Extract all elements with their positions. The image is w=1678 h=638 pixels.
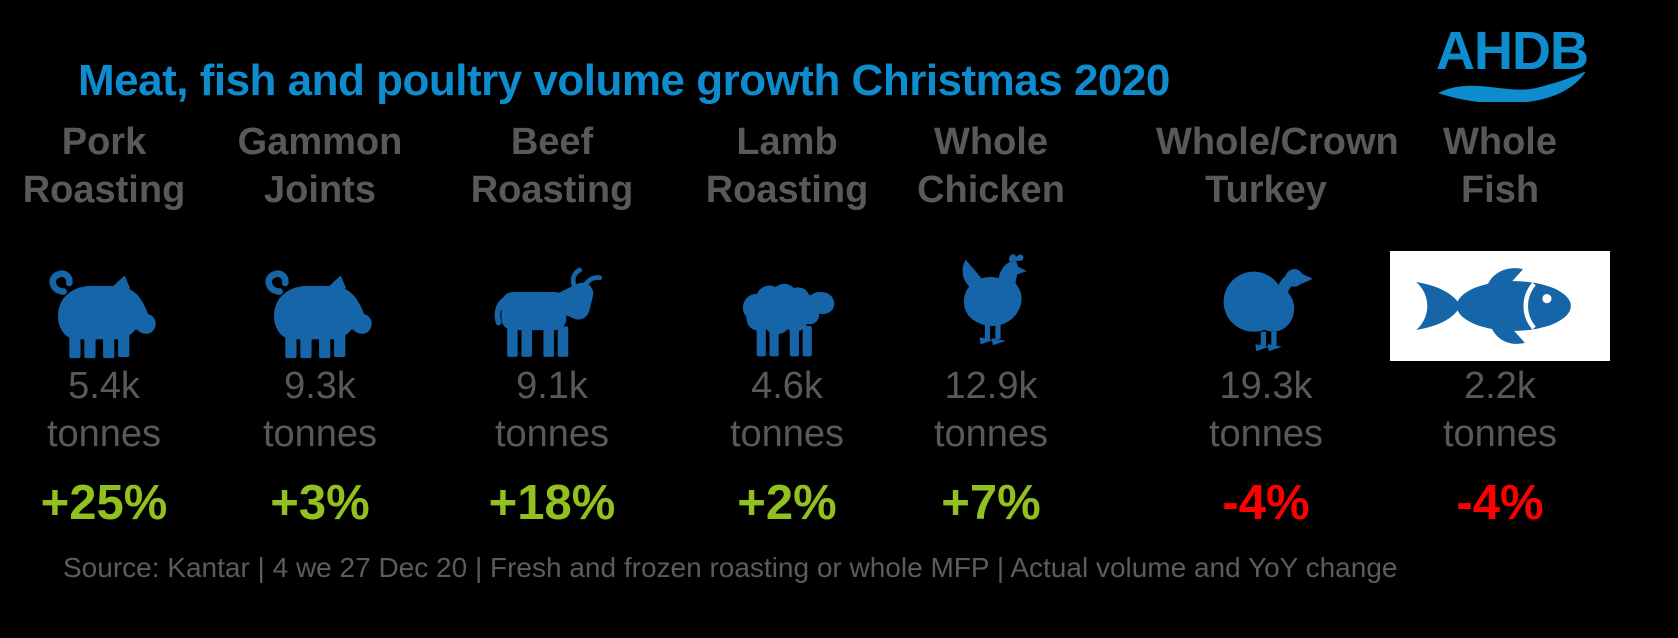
category-label-line2: Joints xyxy=(264,169,376,211)
category-label-line2: Roasting xyxy=(22,169,186,211)
yoy-change: +3% xyxy=(270,476,370,530)
category-icon-box xyxy=(1156,233,1376,361)
turkey-icon xyxy=(1223,269,1313,352)
volume-unit: tonnes xyxy=(1208,413,1324,455)
volume-unit: tonnes xyxy=(46,413,162,455)
fish-icon xyxy=(1416,268,1571,344)
source-note: Source: Kantar | 4 we 27 Dec 20 | Fresh … xyxy=(63,552,1398,583)
volume-unit: tonnes xyxy=(729,413,845,455)
category-label: Whole Chicken xyxy=(881,118,1101,214)
category-label-line1: Pork xyxy=(61,121,147,163)
volume-value: 12.9k xyxy=(944,365,1038,407)
column-pork-roasting: Pork Roasting 5.4k tonnes +25% xyxy=(0,0,214,638)
category-label: Gammon Joints xyxy=(210,118,430,214)
volume-unit: tonnes xyxy=(494,413,610,455)
category-label-line1: Gammon xyxy=(237,121,403,163)
category-label: Whole/Crown Turkey xyxy=(1156,118,1399,214)
yoy-change: -4% xyxy=(1222,476,1310,530)
category-label-line1: Whole/Crown xyxy=(1156,121,1399,163)
chicken-icon xyxy=(962,254,1027,346)
category-label-line1: Whole xyxy=(1443,121,1557,163)
column-whole-crown-turkey: Whole/Crown Turkey 19.3k tonnes -4% xyxy=(1156,0,1399,638)
cow-icon xyxy=(494,267,603,357)
volume-value: 2.2k xyxy=(1464,365,1536,407)
category-label-line2: Roasting xyxy=(705,169,869,211)
volume-value: 19.3k xyxy=(1219,365,1313,407)
volume-value: 5.4k xyxy=(68,365,140,407)
page-title: Meat, fish and poultry volume growth Chr… xyxy=(78,56,1170,105)
volume-value: 9.1k xyxy=(516,365,588,407)
yoy-change: +18% xyxy=(488,476,616,530)
category-label: Whole Fish xyxy=(1390,118,1610,214)
yoy-change: +2% xyxy=(737,476,837,530)
column-gammon-joints: Gammon Joints 9.3k tonnes +3% xyxy=(210,0,430,638)
category-label: Lamb Roasting xyxy=(677,118,897,214)
category-icon-box xyxy=(210,233,430,361)
category-label-line2: Roasting xyxy=(470,169,634,211)
category-label-line2: Turkey xyxy=(1205,169,1327,211)
category-label: Pork Roasting xyxy=(0,118,214,214)
category-icon-box xyxy=(881,233,1101,361)
column-lamb-roasting: Lamb Roasting 4.6k tonnes xyxy=(677,0,897,638)
category-icon-box xyxy=(677,233,897,361)
column-whole-chicken: Whole Chicken 12.9k tonnes +7% xyxy=(881,0,1101,638)
column-beef-roasting: Beef Roasting 9.1k tonnes +18% xyxy=(442,0,662,638)
volume-unit: tonnes xyxy=(262,413,378,455)
category-label-line1: Whole xyxy=(934,121,1048,163)
category-label-line1: Beef xyxy=(510,121,594,163)
volume-unit: tonnes xyxy=(933,413,1049,455)
category-icon-box xyxy=(442,233,662,361)
ahdb-logo-text: AHDB xyxy=(1436,21,1589,81)
yoy-change: +25% xyxy=(40,476,168,530)
category-label-line2: Chicken xyxy=(917,169,1065,211)
ahdb-logo: AHDB xyxy=(1432,21,1592,102)
category-label: Beef Roasting xyxy=(442,118,662,214)
fish-icon-tile xyxy=(1390,251,1610,361)
column-whole-fish: Whole Fish 2.2k tonnes -4% xyxy=(1390,0,1610,638)
pig-icon xyxy=(49,270,156,359)
yoy-change: -4% xyxy=(1456,476,1544,530)
category-label-line1: Lamb xyxy=(736,121,838,163)
yoy-change: +7% xyxy=(941,476,1041,530)
pig-icon xyxy=(265,270,372,359)
volume-value: 4.6k xyxy=(751,365,823,407)
category-label-line2: Fish xyxy=(1460,169,1540,211)
category-icon-box xyxy=(1390,233,1610,361)
ahdb-logo-wave-icon xyxy=(1438,72,1586,102)
volume-value: 9.3k xyxy=(284,365,356,407)
sheep-icon xyxy=(742,283,835,357)
volume-unit: tonnes xyxy=(1442,413,1558,455)
category-icon-box xyxy=(0,233,214,361)
